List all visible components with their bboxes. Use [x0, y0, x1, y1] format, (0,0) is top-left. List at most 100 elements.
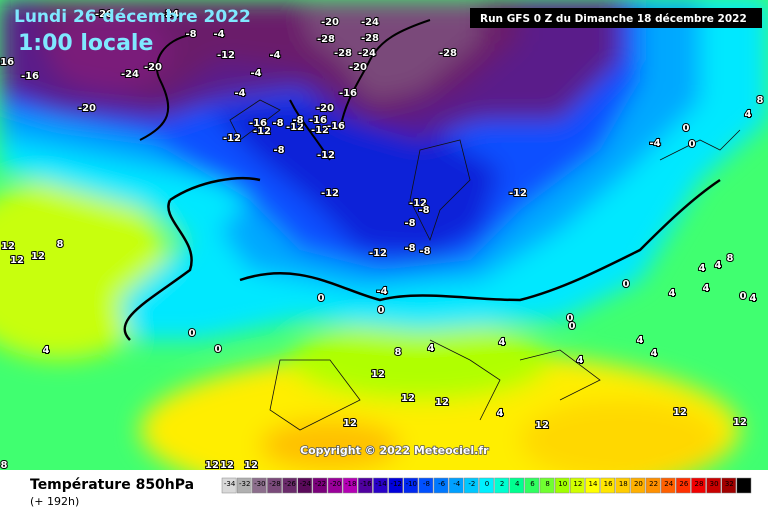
contour-label: -8 [404, 218, 415, 229]
contour-label: -24 [361, 17, 379, 28]
legend-swatch [433, 477, 449, 494]
legend-swatch [645, 477, 661, 494]
contour-label: -28 [317, 34, 335, 45]
contour-label: 12 [1, 241, 15, 252]
legend-swatch [736, 477, 752, 494]
contour-label: -12 [286, 122, 304, 133]
legend-label: -12 [390, 480, 401, 488]
contour-label: -12 [317, 150, 335, 161]
legend-label: -20 [330, 480, 341, 488]
legend-swatch [327, 477, 343, 494]
legend-label: 14 [589, 480, 598, 488]
contour-label: 0 [189, 328, 196, 339]
contour-label: -4 [250, 68, 261, 79]
legend-swatch [342, 477, 358, 494]
contour-label: -4 [213, 29, 224, 40]
contour-label: -12 [217, 50, 235, 61]
legend-label: 28 [695, 480, 704, 488]
legend-swatch [676, 477, 691, 494]
contour-label: -12 [311, 125, 329, 136]
contour-label: 0 [740, 291, 747, 302]
contour-label: -8 [292, 115, 303, 126]
contour-label: -16 [339, 88, 357, 99]
legend-label: -34 [224, 480, 236, 488]
contour-label: -8 [419, 246, 430, 257]
contour-label: -16 [249, 118, 267, 129]
contour-label: 4 [745, 109, 752, 120]
contour-label: 0 [567, 313, 574, 324]
contour-label: 12 [371, 369, 385, 380]
legend-swatch [494, 477, 509, 494]
contour-label: 0 [215, 344, 222, 355]
contour-label: -20 [144, 62, 162, 73]
legend-swatch [312, 477, 328, 494]
legend-swatch [464, 477, 479, 494]
run-info: Run GFS 0 Z du Dimanche 18 décembre 2022 [480, 13, 747, 25]
contour-label: -12 [223, 133, 241, 144]
contour-label: -8 [185, 29, 196, 40]
contour-label: -8 [273, 145, 284, 156]
legend-swatch [252, 477, 267, 494]
legend-swatch [585, 477, 600, 494]
legend-label: 0 [485, 480, 489, 488]
contour-label: -20 [321, 17, 339, 28]
contour-label: -16 [309, 115, 327, 126]
contour-label: -4 [269, 50, 280, 61]
legend-swatch [403, 477, 419, 494]
legend-label: 34 [740, 480, 749, 488]
legend-label: 12 [573, 480, 582, 488]
legend-swatch [615, 477, 631, 494]
legend-swatch [691, 477, 706, 494]
contour-label: 12 [244, 460, 258, 471]
forecast-date: Lundi 26 décembre 2022 [14, 7, 251, 27]
legend-label: 18 [619, 480, 628, 488]
copyright: Copyright © 2022 Meteociel.fr [300, 444, 489, 457]
legend-swatch [418, 477, 434, 494]
contour-label: 4 [428, 343, 435, 354]
legend-label: 30 [710, 480, 719, 488]
forecast-time: 1:00 locale [18, 31, 153, 56]
contour-label: 12 [401, 393, 415, 404]
contour-label: 12 [435, 397, 449, 408]
contour-label: -24 [161, 9, 179, 20]
contour-label: -20 [95, 9, 113, 20]
footer-title: Température 850hPa [30, 477, 194, 493]
legend-swatch [282, 477, 297, 494]
contour-label: 0 [569, 321, 576, 332]
footer-lead: (+ 192h) [30, 495, 79, 508]
contour-label: 4 [669, 288, 676, 299]
legend-label: 4 [515, 480, 520, 488]
contour-label: -28 [439, 48, 457, 59]
legend-swatch [570, 477, 585, 494]
legend-label: 20 [634, 480, 643, 488]
contour-label: 8 [1, 460, 8, 471]
legend-swatch [297, 477, 313, 494]
contour-label: 8 [395, 347, 402, 358]
legend-label: -22 [315, 480, 326, 488]
contour-label: 12 [733, 417, 747, 428]
contour-label: -12 [369, 248, 387, 259]
contour-label: 12 [10, 255, 24, 266]
legend-swatch [479, 477, 494, 494]
contour-label: 4 [499, 337, 506, 348]
legend-swatch [358, 477, 373, 494]
contour-label: -8 [272, 118, 283, 129]
legend-label: -32 [239, 480, 250, 488]
legend-label: -18 [345, 480, 356, 488]
legend-swatch [721, 477, 737, 494]
color-legend: -34 -32 -30 -28 -26 -24 -22 -20 -18 -16 -14 -12 -10-… [221, 477, 752, 494]
contour-label: 12 [343, 418, 357, 429]
contour-label: 4 [43, 345, 50, 356]
contour-label: 4 [699, 263, 706, 274]
legend-label: -2 [468, 480, 475, 488]
legend-swatch [524, 477, 540, 494]
legend-label: 8 [545, 480, 549, 488]
contour-label: 12 [205, 460, 219, 471]
contour-label: -20 [78, 103, 96, 114]
contour-label: -12 [509, 188, 527, 199]
contour-label: -16 [21, 71, 39, 82]
contour-label: 0 [378, 305, 385, 316]
contour-label: 8 [57, 239, 64, 250]
